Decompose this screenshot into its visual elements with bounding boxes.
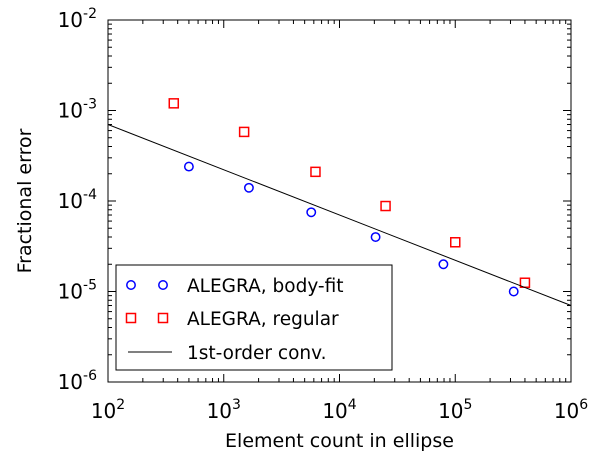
series-line-first-order xyxy=(107,124,572,306)
legend-label: ALEGRA, regular xyxy=(187,309,339,330)
x-tick-label: 106 xyxy=(554,397,588,423)
tick-labels: 102 103 104 105 106 10-6 10-5 10-4 10-3 10-2 xyxy=(58,6,589,423)
point-body-fit xyxy=(438,259,449,270)
legend-swatch-marker xyxy=(157,312,169,324)
point-regular xyxy=(238,126,250,138)
point-regular xyxy=(380,200,391,212)
plot-data xyxy=(107,98,572,306)
x-axis-label: Element count in ellipse xyxy=(225,430,454,452)
point-regular xyxy=(310,166,321,178)
y-tick-label: 10-4 xyxy=(58,187,98,213)
point-body-fit xyxy=(306,207,317,218)
x-tick-label: 103 xyxy=(207,397,241,423)
legend-swatch-marker xyxy=(126,280,136,290)
legend-label: 1st-order conv. xyxy=(187,343,327,364)
plot-frame xyxy=(107,19,572,383)
legend: ALEGRA, body-fit ALEGRA, regular 1st-order… xyxy=(115,264,393,371)
point-body-fit xyxy=(508,286,519,297)
point-regular xyxy=(168,98,180,109)
legend-swatch-marker xyxy=(125,312,137,324)
x-tick-label: 102 xyxy=(91,397,125,423)
point-body-fit xyxy=(243,182,254,193)
point-body-fit xyxy=(370,232,381,242)
y-tick-label: 10-2 xyxy=(58,6,97,32)
y-tick-label: 10-3 xyxy=(58,97,97,123)
y-tick-label: 10-6 xyxy=(58,368,98,394)
x-tick-label: 104 xyxy=(322,397,356,423)
x-tick-label: 105 xyxy=(438,397,472,423)
point-regular xyxy=(450,237,461,248)
legend-swatch-marker xyxy=(158,280,168,290)
y-tick-label: 10-5 xyxy=(58,278,97,304)
legend-label: ALEGRA, body-fit xyxy=(187,276,344,297)
y-axis-label: Fractional error xyxy=(14,128,36,273)
point-body-fit xyxy=(183,161,194,172)
